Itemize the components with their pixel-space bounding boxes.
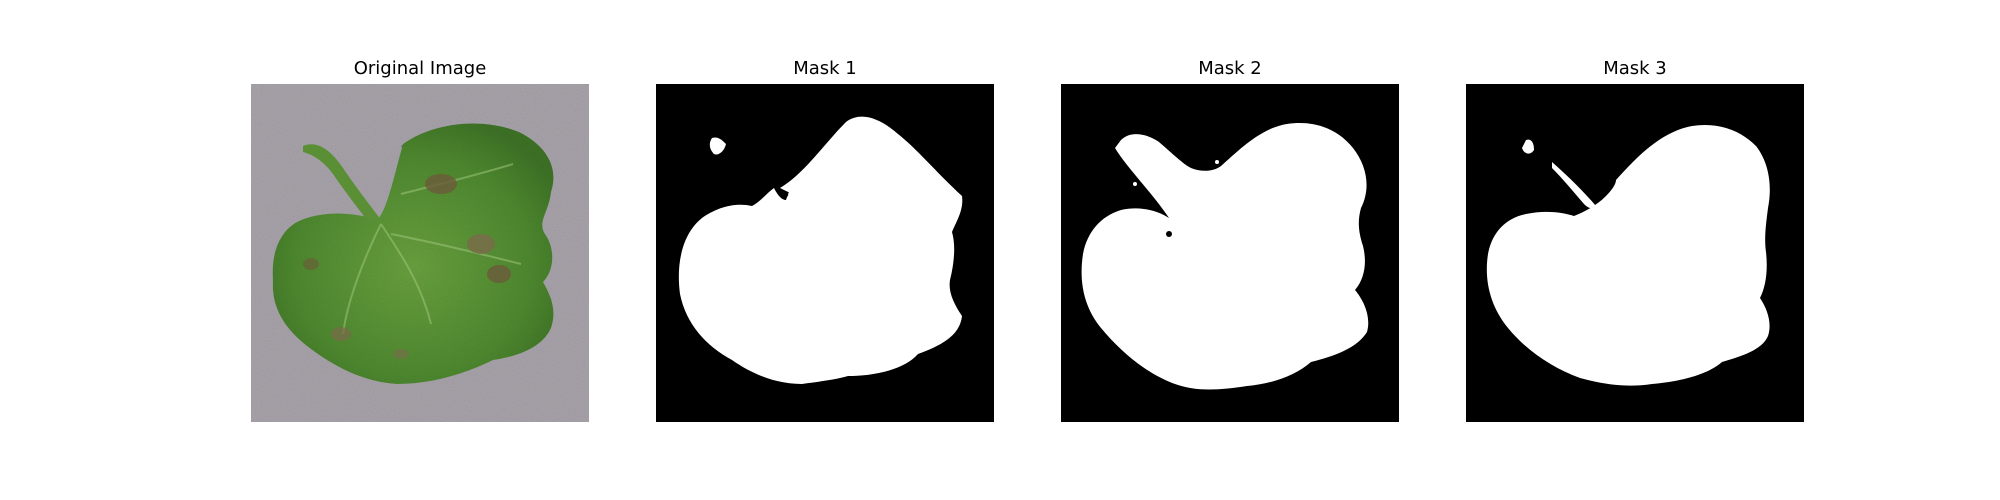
leaf-body xyxy=(272,123,554,384)
panel-mask-3: Mask 3 xyxy=(1466,0,1804,500)
panel-mask-1: Mask 1 xyxy=(656,0,994,500)
panel-original-image: Original Image xyxy=(251,0,589,500)
panel-title: Original Image xyxy=(353,58,487,79)
mask-1-image xyxy=(656,84,994,422)
panel-title: Mask 2 xyxy=(1198,58,1262,79)
panel-mask-2: Mask 2 xyxy=(1061,0,1399,500)
panel-title: Mask 3 xyxy=(1603,58,1667,79)
panel-title: Mask 1 xyxy=(793,58,857,79)
original-leaf-image xyxy=(251,84,589,422)
mask-2-image xyxy=(1061,84,1399,422)
mask-3-image xyxy=(1466,84,1804,422)
leaf-stem xyxy=(303,144,381,228)
